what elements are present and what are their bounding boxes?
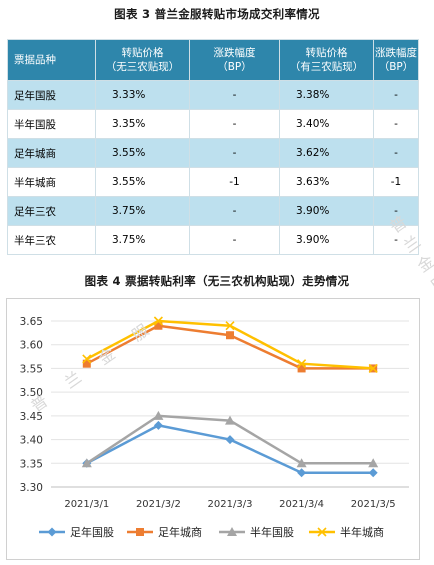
header-change-2: 涨跌幅度 （BP） — [373, 39, 419, 81]
table-row: 足年城商 3.55% - 3.62% - — [7, 138, 419, 168]
table-cell-change: - — [189, 109, 280, 139]
legend-marker — [317, 527, 327, 537]
table-row: 足年三农 3.75% - 3.90% - — [7, 196, 419, 226]
x-tick-label: 2021/3/5 — [351, 499, 396, 510]
y-tick-label: 3.30 — [20, 482, 43, 494]
table-cell-change: - — [189, 196, 280, 226]
table-cell-price: 3.90% — [279, 225, 374, 255]
x-tick-label: 2021/3/2 — [136, 499, 181, 510]
table-row: 半年国股 3.35% - 3.40% - — [7, 109, 419, 139]
data-point — [153, 410, 164, 420]
data-point — [297, 359, 307, 369]
data-point — [225, 435, 235, 445]
table-cell-price: 3.62% — [279, 138, 374, 168]
data-point — [297, 468, 307, 478]
legend-label: 半年城商 — [340, 525, 384, 539]
header-price-no-sannong: 转贴价格 （无三农贴现） — [95, 39, 190, 81]
table-cell-product: 足年城商 — [7, 138, 96, 168]
table-cell-product: 足年三农 — [7, 196, 96, 226]
data-point — [81, 458, 92, 468]
table-cell-change: - — [373, 109, 419, 139]
y-tick-label: 3.60 — [20, 340, 43, 352]
data-point — [82, 354, 92, 364]
header-label: 涨跌幅度 — [375, 47, 417, 59]
table-cell-price: 3.63% — [279, 167, 374, 197]
table-cell-price: 3.55% — [95, 138, 190, 168]
data-point — [225, 415, 235, 425]
y-tick-label: 3.50 — [20, 387, 43, 399]
header-sublabel: （有三农贴现） — [289, 61, 364, 73]
table-cell-price: 3.35% — [95, 109, 190, 139]
line-chart: 3.30 3.35 3.40 3.45 3.50 3.55 3.60 3.65 2021/3/1… — [6, 298, 420, 560]
table-cell-price: 3.90% — [279, 196, 374, 226]
table-cell-product: 半年国股 — [7, 109, 96, 139]
table-row: 半年三农 3.75% - 3.90% - — [7, 225, 419, 255]
y-tick-label: 3.55 — [20, 363, 43, 375]
header-label: 涨跌幅度 — [213, 47, 256, 59]
table-cell-change: - — [373, 80, 419, 110]
data-point — [297, 364, 306, 373]
rates-table: 票据品种 转贴价格 （无三农贴现） 涨跌幅度 （BP） 转贴价格 （有三农贴现） 涨跌… — [7, 39, 419, 255]
header-product: 票据品种 — [7, 39, 96, 81]
table-cell-price: 3.40% — [279, 109, 374, 139]
table-cell-product: 半年三农 — [7, 225, 96, 255]
table-cell-price: 3.38% — [279, 80, 374, 110]
table-cell-change: - — [373, 196, 419, 226]
table-cell-change: - — [189, 80, 280, 110]
header-sublabel: （BP） — [378, 61, 414, 73]
table-title: 图表 3 普兰金服转贴市场成交利率情况 — [114, 7, 320, 21]
table-cell-change: - — [189, 225, 280, 255]
y-tick-label: 3.45 — [20, 411, 43, 423]
table-header-row: 票据品种 转贴价格 （无三农贴现） 涨跌幅度 （BP） 转贴价格 （有三农贴现） 涨跌… — [7, 39, 419, 81]
data-point — [82, 359, 91, 368]
chart-svg: 3.30 3.35 3.40 3.45 3.50 3.55 3.60 3.65 2021/3/1… — [20, 316, 409, 539]
data-point — [225, 321, 235, 331]
table-cell-change: -1 — [189, 167, 280, 197]
table-cell-product: 半年城商 — [7, 167, 96, 197]
table-cell-change: - — [373, 138, 419, 168]
y-tick-label: 3.40 — [20, 435, 43, 447]
header-price-with-sannong: 转贴价格 （有三农贴现） — [279, 39, 374, 81]
header-label: 转贴价格 — [121, 47, 164, 59]
legend-label: 半年国股 — [250, 525, 294, 539]
legend-label: 足年国股 — [70, 525, 114, 539]
series-line-0 — [86, 424, 374, 475]
table-row: 足年国股 3.33% - 3.38% - — [7, 80, 419, 110]
data-point — [226, 331, 234, 340]
data-point — [153, 420, 163, 430]
header-label: 转贴价格 — [305, 47, 348, 59]
header-change-1: 涨跌幅度 （BP） — [189, 39, 280, 81]
legend-marker — [47, 527, 57, 537]
header-sublabel: （BP） — [217, 61, 252, 73]
header-sublabel: （无三农贴现） — [105, 61, 180, 73]
x-tick-label: 2021/3/1 — [64, 499, 109, 510]
legend-label: 足年城商 — [158, 525, 202, 539]
header-product-label: 票据品种 — [14, 54, 56, 66]
x-tick-label: 2021/3/3 — [208, 499, 253, 510]
table-cell-change: - — [373, 225, 419, 255]
legend-marker — [136, 528, 144, 536]
data-point — [368, 363, 378, 373]
x-tick-label: 2021/3/4 — [279, 499, 324, 510]
table-row: 半年城商 3.55% -1 3.63% -1 — [7, 167, 419, 197]
table-cell-price: 3.75% — [95, 196, 190, 226]
y-tick-label: 3.65 — [20, 316, 43, 328]
data-point — [368, 468, 378, 478]
legend-marker — [227, 527, 237, 536]
chart-title: 图表 4 票据转贴利率（无三农机构贴现）走势情况 — [84, 274, 350, 288]
table-cell-change: -1 — [373, 167, 419, 197]
table-cell-change: - — [189, 138, 280, 168]
table-cell-product: 足年国股 — [7, 80, 96, 110]
table-cell-price: 3.75% — [95, 225, 190, 255]
data-point — [368, 458, 379, 468]
table-cell-price: 3.33% — [95, 80, 190, 110]
data-point — [296, 458, 307, 468]
data-point — [154, 321, 163, 330]
data-point — [153, 316, 163, 326]
y-tick-label: 3.35 — [20, 458, 43, 470]
table-cell-price: 3.55% — [95, 167, 190, 197]
